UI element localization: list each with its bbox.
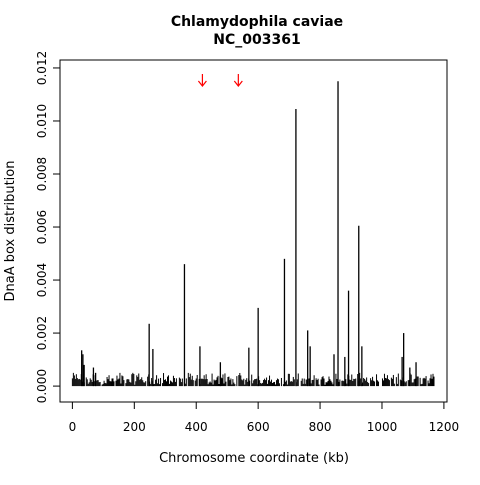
x-axis-label: Chromosome coordinate (kb) [159, 451, 349, 466]
x-tick-label: 400 [185, 420, 208, 434]
y-tick-label: 0.012 [35, 51, 49, 85]
x-tick-label: 1000 [367, 420, 398, 434]
x-tick-label: 200 [123, 420, 146, 434]
origin-arrow-marker [233, 74, 243, 87]
baseline-bars [71, 372, 435, 387]
y-tick-label: 0.002 [35, 316, 49, 350]
x-tick-label: 0 [69, 420, 77, 434]
chart-subtitle: NC_003361 [213, 32, 300, 48]
x-tick-label: 800 [309, 420, 332, 434]
y-tick-label: 0.006 [35, 210, 49, 244]
y-tick-label: 0.010 [35, 104, 49, 138]
chart-title: Chlamydophila caviae [171, 14, 343, 30]
x-axis: 0 200 400 600 800 1000 1200 [69, 401, 460, 434]
y-tick-label: 0.008 [35, 157, 49, 191]
data-bars [81, 81, 417, 387]
x-tick-label: 1200 [429, 420, 460, 434]
origin-markers [197, 74, 243, 87]
y-tick-label: 0.004 [35, 263, 49, 297]
origin-arrow-marker [197, 74, 207, 87]
arrow-head [197, 80, 207, 87]
arrow-head [233, 80, 243, 87]
x-tick-label: 600 [247, 420, 270, 434]
y-tick-label: 0.000 [35, 369, 49, 403]
plot-frame [59, 59, 448, 403]
y-axis: 0.000 0.002 0.004 0.006 0.008 0.010 0.012 [35, 51, 61, 403]
y-axis-label: DnaA box distribution [3, 161, 18, 302]
